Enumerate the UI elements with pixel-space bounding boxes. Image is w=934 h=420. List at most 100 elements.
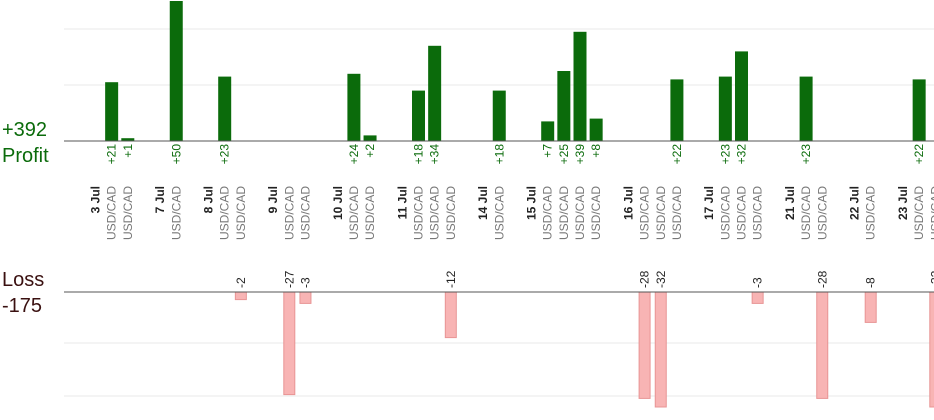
profit-value-label: +34 (428, 144, 442, 165)
profit-bar (735, 51, 748, 141)
pair-label: USD/CAD (928, 186, 934, 240)
pair-label: USD/CAD (444, 186, 458, 240)
profit-value-label: +8 (589, 144, 603, 158)
date-label: 3 Jul (89, 186, 103, 213)
pair-label: USD/CAD (363, 186, 377, 240)
pair-label: USD/CAD (121, 186, 135, 240)
profit-bar (105, 82, 119, 141)
pair-label: USD/CAD (347, 186, 361, 240)
profit-value-label: +32 (735, 144, 749, 165)
pair-label: USD/CAD (573, 186, 587, 240)
profit-value-label: +18 (492, 144, 506, 165)
profit-value-label: +23 (718, 144, 732, 165)
loss-bar (864, 291, 877, 323)
pair-label: USD/CAD (589, 186, 603, 240)
date-label: 10 Jul (331, 186, 345, 220)
pair-label: USD/CAD (557, 186, 571, 240)
pair-label: USD/CAD (751, 186, 765, 240)
date-label: 9 Jul (266, 186, 280, 213)
profit-bar (912, 79, 926, 141)
profit-value-label: +18 (412, 144, 426, 165)
profit-value-label: +39 (573, 144, 587, 165)
profit-bar (412, 90, 425, 141)
profit-bar (121, 138, 135, 141)
date-label: 15 Jul (525, 186, 539, 220)
pair-label: USD/CAD (298, 186, 312, 240)
profit-value-label: +7 (541, 144, 555, 158)
profit-value-label: +22 (670, 144, 684, 165)
loss-value-label: -32 (928, 270, 934, 288)
loss-value-label: -32 (654, 270, 668, 288)
profit-value-label: +50 (169, 144, 183, 165)
profit-bar (589, 118, 603, 141)
profit-value-label: +22 (912, 144, 926, 165)
pair-label: USD/CAD (654, 186, 668, 240)
date-label: 22 Jul (848, 186, 862, 220)
pair-label: USD/CAD (282, 186, 296, 240)
pair-label: USD/CAD (799, 186, 813, 240)
pair-label: USD/CAD (218, 186, 232, 240)
date-label: 11 Jul (395, 186, 409, 219)
loss-value-label: -8 (864, 277, 878, 288)
profit-bar (541, 121, 555, 141)
profit-bar (347, 73, 361, 141)
profit-value-label: +23 (799, 144, 813, 165)
pair-label: USD/CAD (169, 186, 183, 240)
profit-bar (218, 76, 232, 141)
loss-bar (299, 291, 312, 304)
profit-bar (428, 45, 442, 141)
pair-label: USD/CAD (541, 186, 555, 240)
date-label: 23 Jul (896, 186, 910, 220)
loss-bar (283, 291, 296, 396)
loss-value-label: -28 (638, 270, 652, 288)
profit-bar (670, 79, 684, 141)
loss-bar (751, 291, 764, 304)
loss-bar (816, 291, 829, 399)
profit-bar (557, 71, 571, 141)
date-label: 7 Jul (153, 186, 167, 213)
date-label: 17 Jul (702, 186, 716, 220)
pair-label: USD/CAD (412, 186, 426, 240)
pair-label: USD/CAD (492, 186, 506, 240)
loss-total: -175 (2, 295, 43, 317)
profit-bar (573, 31, 587, 141)
pair-label: USD/CAD (105, 186, 119, 240)
profit-value-label: +24 (347, 144, 361, 165)
loss-label: Loss (2, 269, 45, 291)
profit-bar (363, 135, 377, 141)
loss-bar (654, 291, 667, 408)
pair-label: USD/CAD (718, 186, 732, 240)
pair-label: USD/CAD (234, 186, 248, 240)
date-label: 21 Jul (783, 186, 797, 220)
loss-value-label: -2 (234, 277, 248, 288)
profit-bar (799, 76, 813, 141)
pair-label: USD/CAD (428, 186, 442, 240)
date-label: 14 Jul (476, 186, 490, 220)
pair-label: USD/CAD (735, 186, 749, 240)
loss-bar (444, 291, 457, 339)
profit-total: +392 (2, 119, 48, 141)
loss-bar (234, 291, 247, 301)
pair-label: USD/CAD (864, 186, 878, 240)
loss-value-label: -3 (298, 277, 312, 288)
loss-bar (638, 291, 651, 399)
date-label: 16 Jul (621, 186, 635, 220)
date-label: 8 Jul (202, 186, 216, 213)
profit-bar (169, 1, 183, 141)
loss-value-label: -27 (282, 270, 296, 288)
loss-value-label: -3 (751, 277, 765, 288)
profit-bar (718, 76, 732, 141)
profit-value-label: +23 (218, 144, 232, 165)
profit-value-label: +2 (363, 144, 377, 158)
profit-value-label: +1 (121, 144, 135, 158)
pair-label: USD/CAD (912, 186, 926, 240)
pair-label: USD/CAD (815, 186, 829, 240)
pair-label: USD/CAD (670, 186, 684, 240)
pair-label: USD/CAD (638, 186, 652, 240)
profit-value-label: +21 (105, 144, 119, 165)
profit-label: Profit (2, 145, 49, 167)
loss-value-label: -12 (444, 270, 458, 288)
loss-bar (929, 291, 934, 408)
profit-bar (492, 90, 506, 141)
